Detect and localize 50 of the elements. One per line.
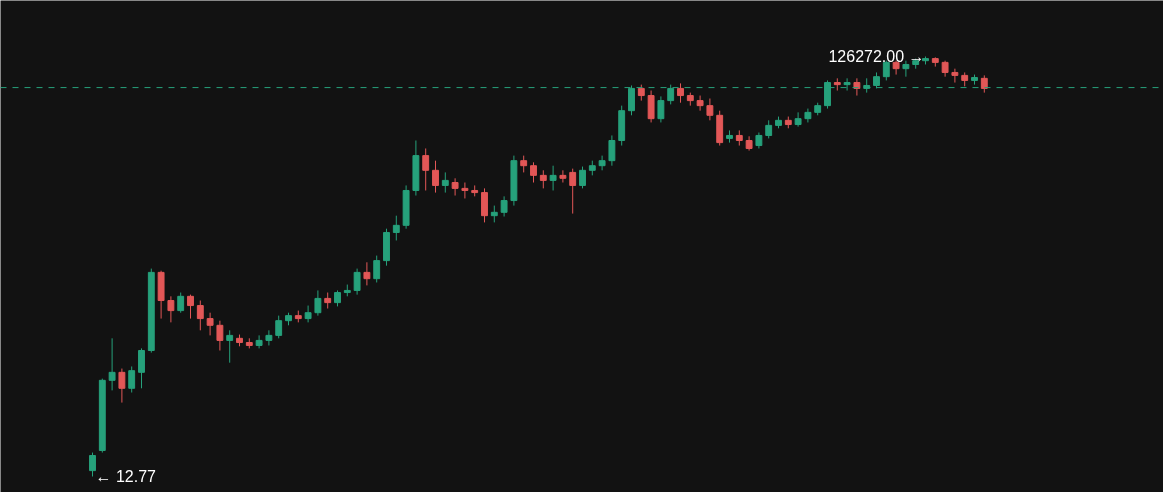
candlestick — [539, 169, 547, 189]
candlestick — [951, 68, 959, 84]
candlestick — [177, 292, 185, 314]
candlestick — [530, 161, 537, 183]
candlestick — [363, 261, 371, 286]
candlestick — [677, 82, 684, 104]
candlestick — [902, 60, 910, 78]
candlestick — [549, 165, 557, 191]
candlestick — [128, 365, 136, 393]
candlestick — [794, 111, 802, 128]
candlestick — [265, 329, 273, 346]
candlestick — [255, 334, 263, 349]
candlestick — [598, 155, 606, 171]
candlestick — [647, 90, 655, 123]
candlestick — [500, 195, 508, 218]
candlestick — [353, 268, 361, 296]
candlestick — [441, 171, 449, 194]
annotation: ← 12.77 — [95, 468, 157, 485]
candlestick — [108, 337, 116, 391]
candlestick — [226, 329, 234, 364]
candlestick — [657, 95, 665, 123]
candlestick — [882, 60, 890, 81]
candlestick — [451, 177, 459, 197]
candlestick — [422, 147, 430, 191]
candlestick — [118, 368, 126, 404]
candlestick — [373, 255, 381, 283]
candlestick — [392, 215, 400, 241]
candlestick — [481, 187, 488, 223]
candlestick — [216, 320, 224, 351]
candlestick — [579, 166, 586, 189]
candlestick — [853, 77, 861, 97]
candlestick — [432, 160, 439, 194]
candlestick — [314, 289, 322, 317]
candlestick — [765, 119, 773, 139]
candlestick — [559, 169, 567, 183]
candlestick — [196, 300, 204, 331]
candlestick — [608, 134, 616, 167]
candlestick — [706, 98, 714, 121]
annotation: 126272.00 → — [828, 48, 925, 65]
candlestick — [167, 295, 175, 323]
candlestick — [696, 95, 704, 112]
candlestick — [304, 305, 312, 323]
candlestick — [206, 312, 214, 336]
candlestick — [138, 347, 145, 389]
candlestick — [569, 168, 577, 215]
candlestick — [461, 182, 469, 199]
candlestick — [89, 452, 96, 477]
candlestick — [892, 60, 900, 76]
candlestick — [187, 294, 194, 320]
candlestick — [275, 315, 283, 339]
